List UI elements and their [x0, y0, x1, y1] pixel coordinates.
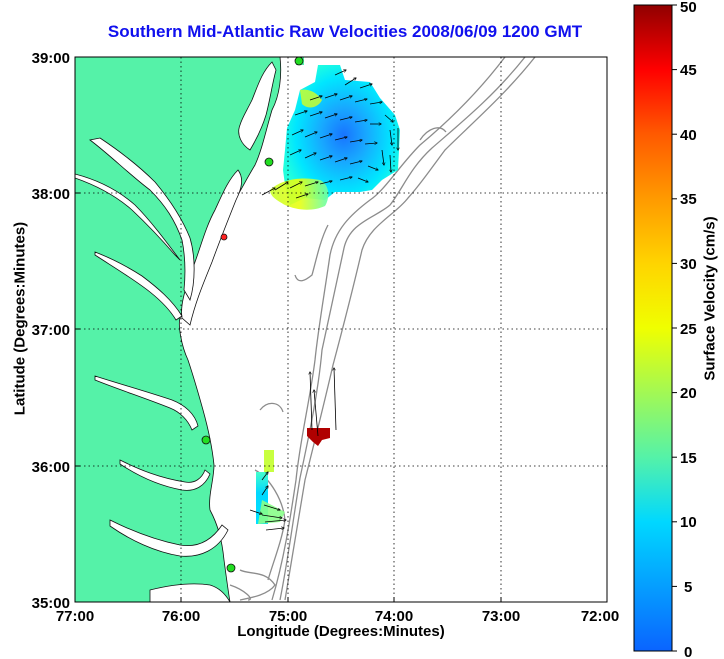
radar-stations: [201, 57, 304, 573]
colorbar-tick-label: 35: [680, 191, 697, 208]
colorbar-label: Surface Velocity (cm/s): [701, 216, 719, 381]
colorbar: 50 45 40 35 30 25 20 15 10 5 0: [633, 0, 697, 659]
colorbar-tick-label: 20: [680, 385, 697, 402]
colorbar-tick-label: 5: [684, 579, 692, 596]
grid: [75, 57, 607, 602]
y-tick-label: 38:00: [32, 186, 70, 203]
inland-water: [75, 61, 277, 602]
y-tick-label: 39:00: [32, 50, 70, 67]
y-tick-label: 37:00: [32, 322, 70, 339]
colorbar-gradient: [633, 4, 673, 652]
chart-title: Southern Mid-Atlantic Raw Velocities 200…: [107, 22, 583, 41]
x-tick-label: 77:00: [56, 608, 94, 625]
x-tick-label: 74:00: [375, 608, 413, 625]
colorbar-tick-label: 25: [680, 321, 697, 338]
colorbar-tick-label: 50: [680, 0, 697, 16]
station-marker: [226, 563, 236, 573]
station-marker: [220, 233, 228, 241]
velocity-vectors: [249, 70, 398, 531]
velocity-patch-north: [270, 57, 400, 210]
x-tick-label: 75:00: [269, 608, 307, 625]
x-tick-label: 76:00: [162, 608, 200, 625]
y-tick-label: 36:00: [32, 459, 70, 476]
station-marker: [201, 435, 211, 445]
x-tick-label: 72:00: [581, 608, 619, 625]
colorbar-tick-label: 0: [684, 644, 692, 659]
velocity-patch-high-speed: [307, 428, 330, 446]
colorbar-tick-label: 30: [680, 256, 697, 273]
y-tick-labels: 39:00 38:00 37:00 36:00 35:00: [32, 50, 70, 612]
y-tick-label: 35:00: [32, 595, 70, 612]
x-tick-labels: 77:00 76:00 75:00 74:00 73:00 72:00: [56, 608, 619, 625]
colorbar-tick-label: 15: [680, 450, 697, 467]
colorbar-tick-label: 45: [680, 62, 697, 79]
velocity-patch-hatteras: [256, 450, 285, 524]
axis-ticks: [74, 56, 608, 603]
colorbar-tick-label: 40: [680, 127, 697, 144]
x-axis-label: Longitude (Degrees:Minutes): [237, 623, 445, 640]
x-tick-label: 73:00: [482, 608, 520, 625]
station-marker: [264, 157, 274, 167]
station-marker: [294, 57, 304, 66]
y-axis-label: Latitude (Degrees:Minutes): [11, 221, 29, 416]
colorbar-tick-label: 10: [680, 514, 697, 531]
